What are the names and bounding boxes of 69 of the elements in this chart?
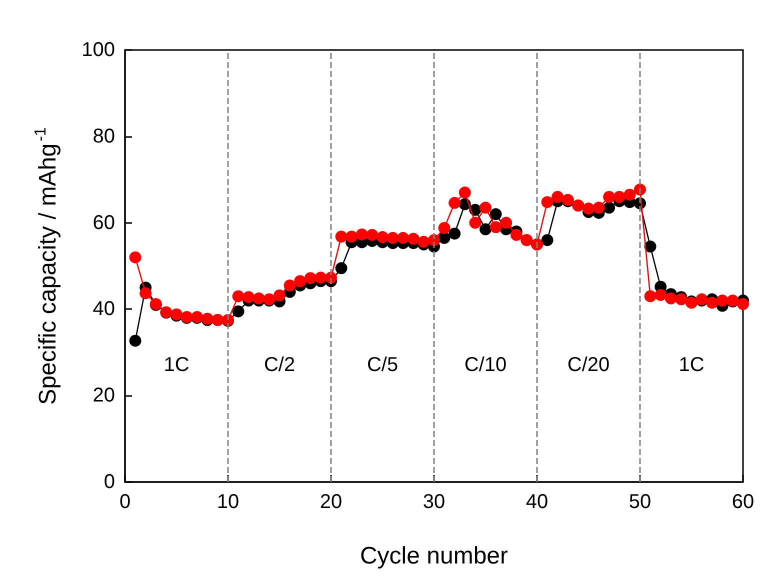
point [490, 208, 502, 220]
annotation: 1C [678, 354, 704, 376]
point [664, 292, 677, 304]
point [284, 279, 296, 292]
point [438, 222, 450, 234]
point [418, 236, 430, 248]
point [541, 196, 554, 208]
point [304, 272, 316, 284]
point [603, 190, 616, 203]
x-tick-label: 30 [422, 491, 446, 513]
point [510, 228, 522, 241]
point [366, 228, 378, 241]
point [592, 202, 605, 214]
point [129, 251, 142, 264]
annotation: C/10 [464, 354, 507, 376]
point [480, 223, 492, 236]
point [644, 240, 656, 253]
point [232, 305, 244, 318]
y-tick-label: 80 [92, 125, 115, 148]
point [335, 230, 348, 243]
point [582, 202, 594, 215]
point [376, 231, 388, 244]
point [314, 272, 327, 284]
point [500, 216, 512, 229]
point [552, 190, 564, 203]
x-tick-label: 40 [526, 491, 548, 513]
point [448, 228, 461, 240]
y-tick-label: 100 [82, 39, 115, 61]
point [654, 288, 667, 301]
point [407, 232, 420, 245]
point [242, 291, 255, 304]
x-tick-label: 20 [320, 491, 342, 513]
point [469, 216, 482, 229]
point [397, 232, 410, 244]
point [706, 296, 718, 309]
point [356, 228, 368, 240]
x-tick-label: 10 [216, 491, 240, 513]
point [386, 232, 399, 244]
point [737, 298, 749, 310]
annotation: 1C [164, 354, 190, 376]
x-tick-label: 60 [732, 491, 754, 513]
x-tick-label: 50 [628, 491, 652, 513]
y-tick-label: 0 [104, 471, 115, 493]
point [716, 294, 728, 307]
point [335, 262, 348, 274]
point [252, 292, 265, 304]
point [541, 234, 554, 246]
point [274, 289, 286, 302]
y-axis-title: Specific capacity / mAhg-1 [32, 127, 62, 405]
point [129, 334, 142, 347]
point [490, 221, 502, 234]
point [480, 202, 492, 214]
point [613, 190, 626, 203]
annotation: C/5 [366, 354, 398, 376]
x-tick-label: 0 [119, 491, 131, 513]
y-tick-label: 20 [92, 384, 115, 407]
y-tick-label: 60 [92, 212, 115, 234]
point [294, 275, 306, 288]
annotation: C/2 [264, 354, 296, 376]
point [448, 196, 461, 209]
annotation: C/20 [567, 354, 610, 376]
point [458, 186, 471, 199]
point [140, 287, 152, 300]
point [624, 188, 636, 201]
point [232, 290, 244, 302]
y-tick-label: 40 [92, 298, 115, 320]
x-axis-title: Cycle number [360, 542, 508, 570]
point [644, 290, 656, 302]
point [346, 230, 358, 243]
